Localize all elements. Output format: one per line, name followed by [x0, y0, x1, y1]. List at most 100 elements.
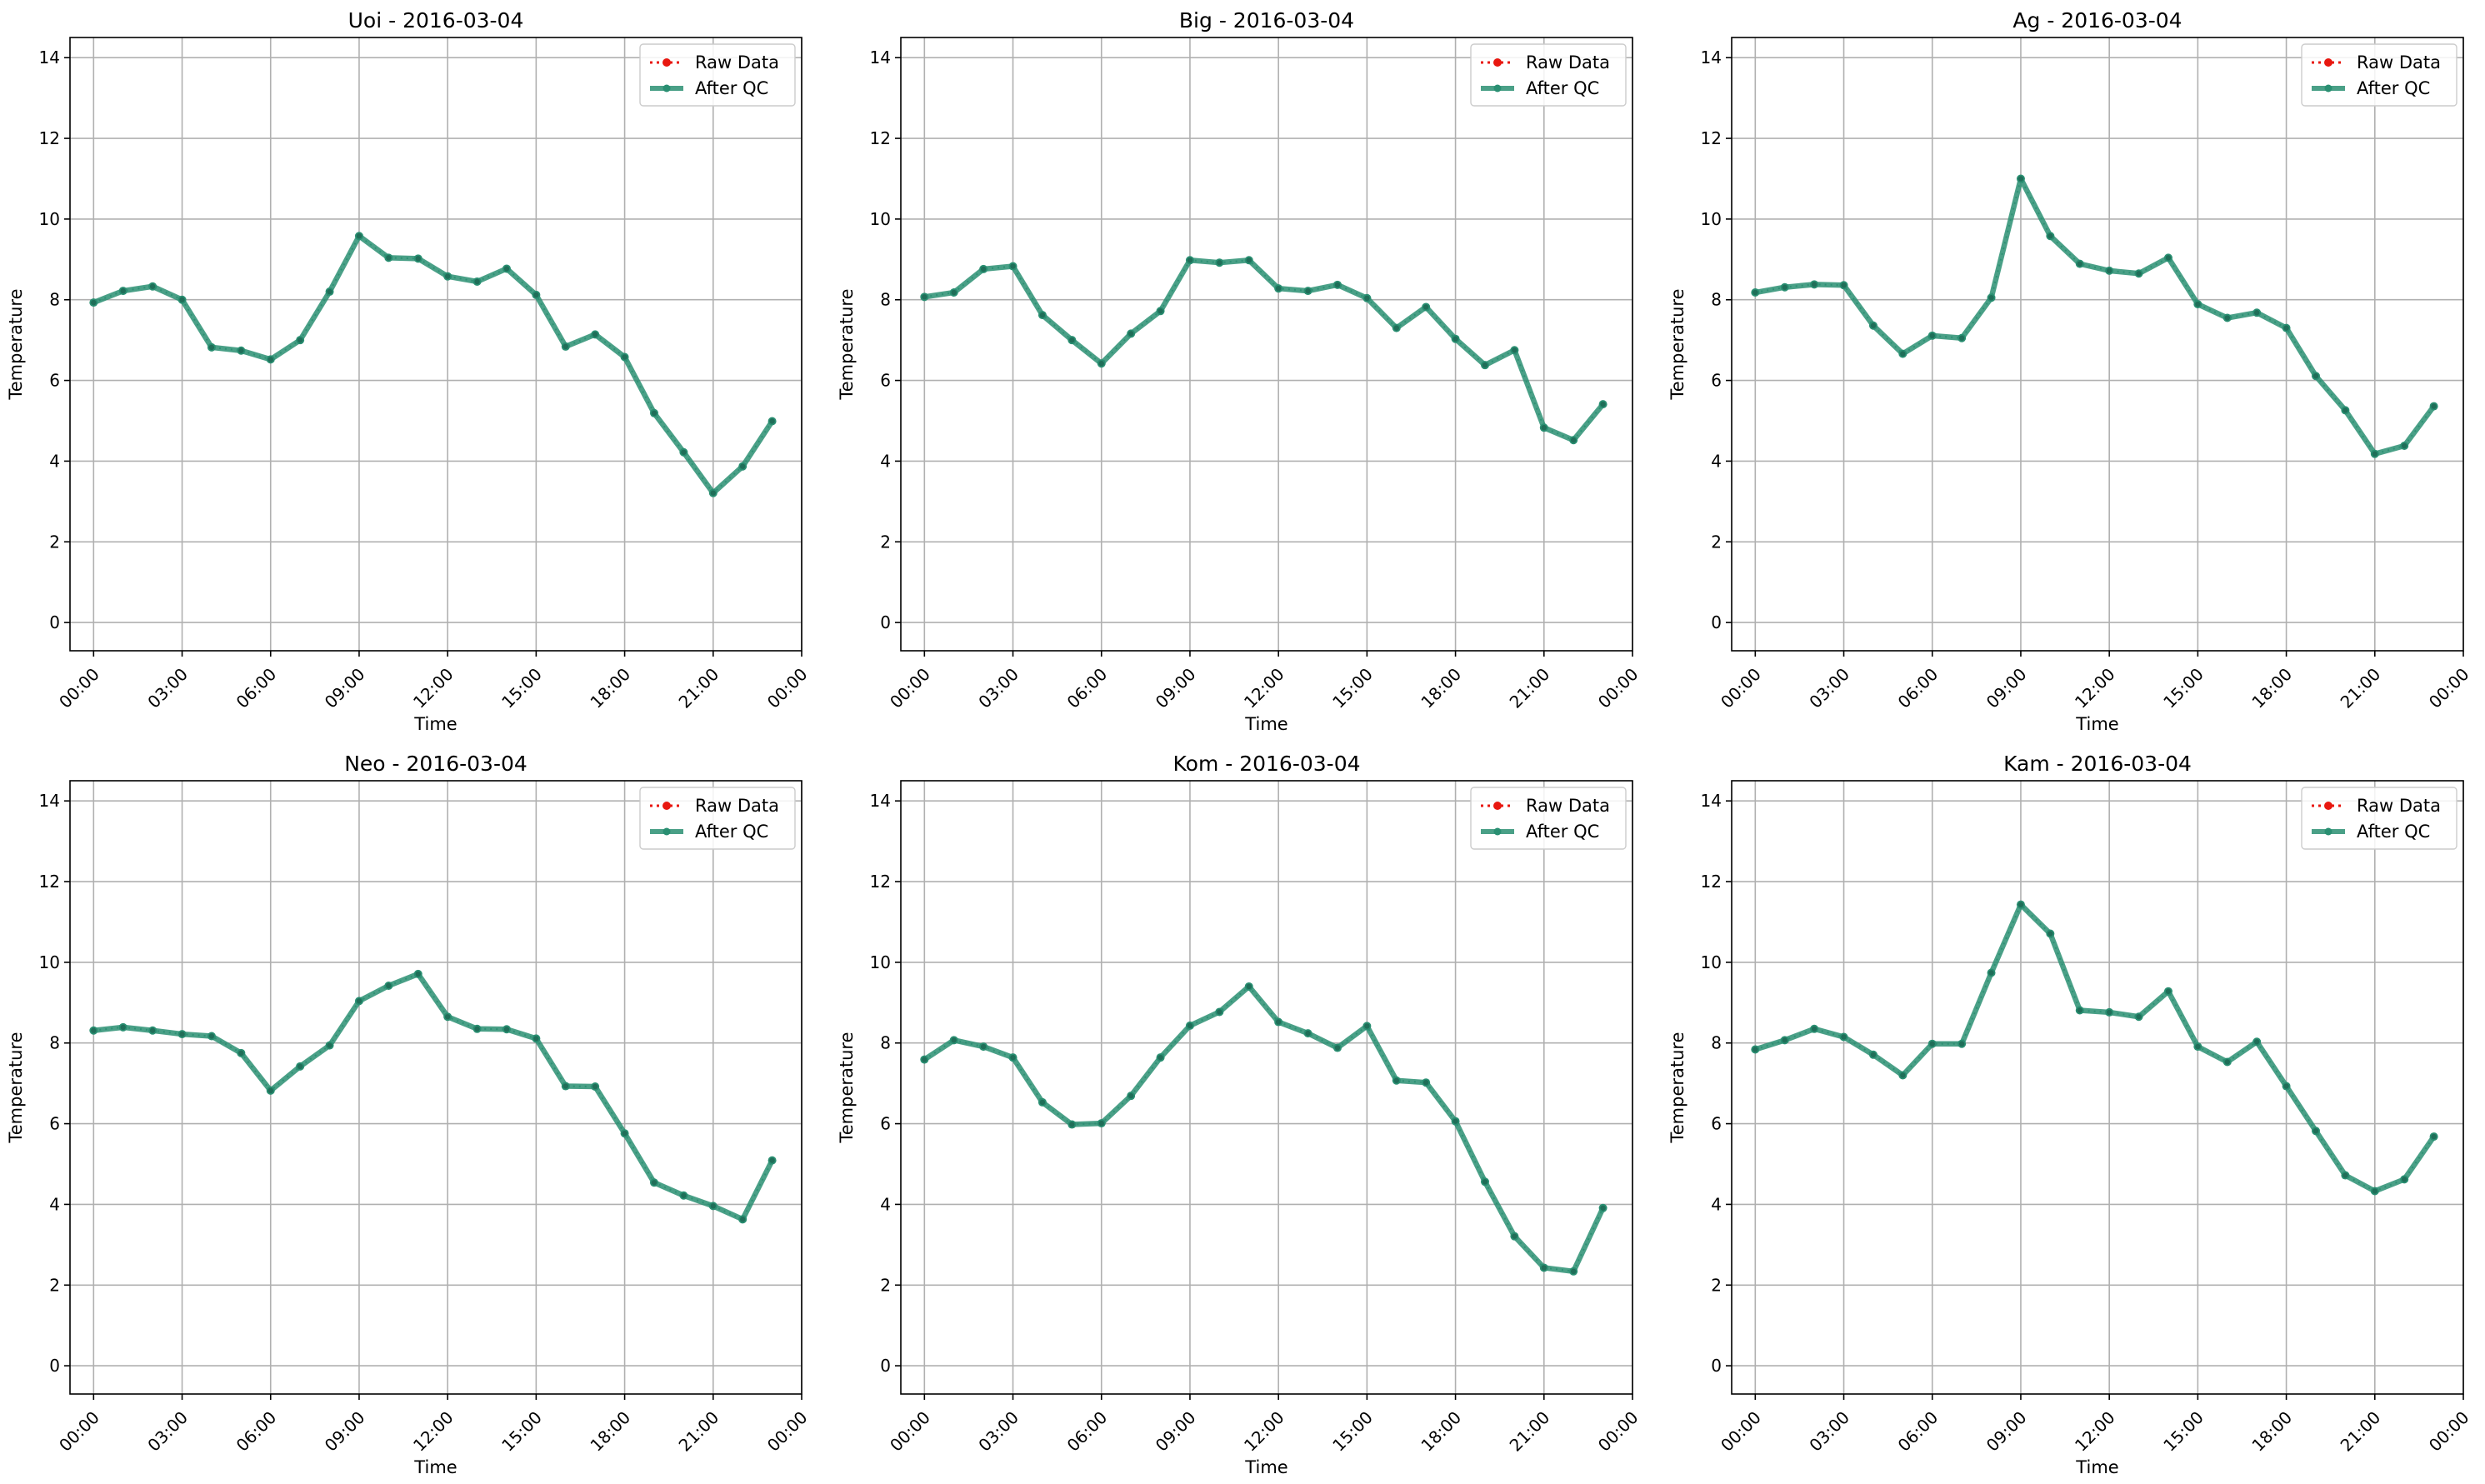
- x-tick-label: 15:00: [498, 1407, 546, 1456]
- chart-panel-1: 00:00 03:00 06:00 09:00 12:00 15:00 18:00 21:00…: [6, 8, 812, 734]
- data-point-raw-data: [120, 1024, 126, 1031]
- axes-frame: [1731, 37, 2464, 652]
- x-tick-label: 18:00: [586, 1407, 634, 1456]
- data-point-raw-data: [2283, 325, 2289, 331]
- series-line-raw-data: [92, 234, 773, 495]
- data-point-raw-data: [1393, 1077, 1399, 1083]
- data-point-raw-data: [1482, 362, 1488, 368]
- legend-label-raw-data: Raw Data: [2357, 796, 2441, 816]
- data-point-raw-data: [1246, 983, 1252, 990]
- x-tick-label: 12:00: [1240, 1407, 1288, 1456]
- data-point-raw-data: [1364, 1023, 1370, 1029]
- x-tick-label: 18:00: [586, 664, 634, 712]
- y-tick-label: 14: [870, 47, 891, 67]
- x-tick-label: 03:00: [1805, 1407, 1853, 1456]
- data-point-raw-data: [2106, 1009, 2112, 1016]
- chart-title: Big - 2016-03-04: [1179, 8, 1354, 32]
- axes-frame: [900, 37, 1633, 652]
- data-point-raw-data: [1958, 335, 1965, 341]
- x-tick-label: 00:00: [1594, 664, 1642, 712]
- data-point-raw-data: [386, 255, 392, 261]
- y-tick-label: 6: [880, 1114, 891, 1134]
- data-point-raw-data: [2342, 1172, 2348, 1178]
- data-point-raw-data: [297, 1063, 303, 1070]
- y-tick-label: 14: [1701, 791, 1722, 811]
- y-tick-label: 2: [1711, 532, 1722, 552]
- data-point-raw-data: [739, 463, 746, 469]
- data-point-raw-data: [922, 1057, 928, 1062]
- data-point-raw-data: [91, 299, 97, 306]
- data-point-raw-data: [474, 278, 480, 285]
- legend-marker-after-qc: [662, 827, 671, 836]
- data-point-raw-data: [356, 233, 362, 239]
- y-tick-label: 0: [49, 612, 60, 632]
- data-point-raw-data: [622, 1131, 628, 1137]
- legend-label-raw-data: Raw Data: [1526, 52, 1610, 72]
- y-tick-label: 14: [870, 791, 891, 811]
- x-tick-label: 09:00: [1152, 1407, 1200, 1456]
- x-tick-label: 18:00: [1417, 1407, 1465, 1456]
- y-tick-label: 6: [1711, 1114, 1722, 1134]
- data-point-raw-data: [1541, 425, 1547, 431]
- y-tick-label: 12: [39, 872, 60, 892]
- y-tick-label: 8: [49, 290, 60, 310]
- data-point-raw-data: [1929, 332, 1935, 339]
- data-point-raw-data: [1334, 282, 1341, 288]
- y-tick-label: 4: [880, 451, 891, 471]
- legend: Raw Data After QC: [639, 787, 796, 850]
- data-point-raw-data: [327, 288, 332, 295]
- data-point-raw-data: [980, 1043, 987, 1050]
- legend-label-after-qc: After QC: [695, 78, 768, 98]
- data-point-raw-data: [2195, 1043, 2201, 1050]
- axes-frame: [900, 780, 1633, 1395]
- data-point-raw-data: [1482, 1179, 1488, 1185]
- data-point-raw-data: [2401, 1177, 2408, 1182]
- legend: Raw Data After QC: [1470, 43, 1627, 107]
- data-point-raw-data: [208, 344, 215, 351]
- data-point-raw-data: [1811, 282, 1818, 287]
- x-tick-label: 21:00: [2337, 1407, 2385, 1456]
- legend-label-after-qc: After QC: [695, 822, 768, 842]
- y-tick-label: 2: [1711, 1275, 1722, 1295]
- data-point-raw-data: [2106, 267, 2112, 274]
- data-point-raw-data: [1841, 1034, 1847, 1040]
- data-point-raw-data: [1010, 1054, 1016, 1061]
- data-point-raw-data: [769, 1157, 775, 1163]
- y-axis-label: Temperature: [6, 288, 26, 400]
- data-point-raw-data: [2018, 902, 2024, 907]
- y-tick-label: 12: [870, 872, 891, 892]
- chart-panel-3: 00:00 03:00 06:00 09:00 12:00 15:00 18:00 21:00…: [1668, 8, 2473, 734]
- data-point-raw-data: [1246, 257, 1252, 263]
- data-point-raw-data: [1187, 1022, 1193, 1029]
- y-tick-label: 8: [49, 1033, 60, 1053]
- data-point-raw-data: [386, 982, 392, 989]
- data-point-raw-data: [951, 1037, 957, 1043]
- y-tick-label: 10: [870, 209, 891, 229]
- data-point-raw-data: [1782, 1037, 1788, 1043]
- data-point-raw-data: [1128, 331, 1134, 337]
- data-point-raw-data: [2431, 403, 2437, 409]
- chart-title: Kam - 2016-03-04: [2003, 752, 2192, 776]
- data-point-raw-data: [268, 1087, 273, 1094]
- y-axis-label: Temperature: [837, 1032, 857, 1143]
- data-point-raw-data: [1422, 304, 1429, 310]
- y-tick-label: 4: [1711, 1194, 1722, 1214]
- y-tick-label: 0: [880, 1356, 891, 1376]
- data-point-raw-data: [2342, 407, 2348, 413]
- data-point-raw-data: [710, 1203, 716, 1209]
- axes-frame: [69, 37, 802, 652]
- y-tick-label: 4: [49, 1194, 60, 1214]
- y-tick-label: 8: [1711, 290, 1722, 310]
- data-point-raw-data: [2165, 255, 2172, 261]
- y-tick-label: 14: [39, 791, 60, 811]
- y-axis-label: Temperature: [837, 288, 857, 400]
- data-point-raw-data: [1600, 401, 1606, 407]
- x-tick-label: 12:00: [2071, 664, 2119, 712]
- x-tick-label: 06:00: [1894, 664, 1942, 712]
- legend-marker-raw-data: [662, 802, 671, 810]
- chart-panel-5: 00:00 03:00 06:00 09:00 12:00 15:00 18:00 21:00…: [837, 752, 1642, 1477]
- x-tick-label: 00:00: [886, 1407, 934, 1456]
- data-point-raw-data: [2136, 271, 2142, 277]
- series-line-raw-data: [93, 972, 773, 1221]
- plot-area: [70, 37, 802, 651]
